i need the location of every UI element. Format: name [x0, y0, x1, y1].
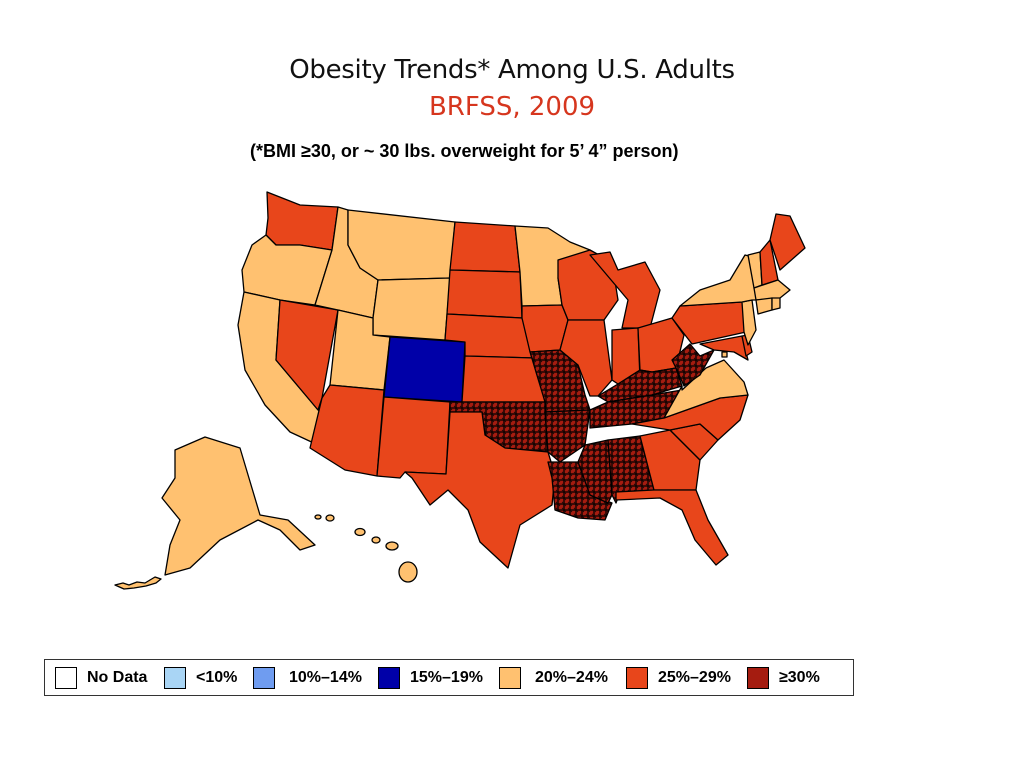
state-SD — [446, 269, 523, 319]
state-NY — [679, 254, 761, 307]
alaska-islands — [114, 576, 162, 590]
state-HI — [398, 561, 418, 583]
map-legend: No Data <10% 10%–14% 15%–19% 20%–24% 25%… — [44, 659, 854, 696]
legend-label: 25%–29% — [658, 669, 731, 686]
state-AR — [544, 409, 591, 463]
legend-item-no-data: No Data — [55, 666, 147, 690]
state-TX — [404, 411, 556, 569]
state-AZ — [309, 384, 385, 477]
legend-item-10-14: 10%–14% — [253, 666, 362, 690]
state-DC — [721, 351, 728, 358]
legend-item-lt10: <10% — [164, 666, 237, 690]
state-RI — [771, 297, 781, 311]
legend-swatch — [55, 667, 77, 689]
state-WV — [671, 343, 715, 387]
legend-item-ge30: ≥30% — [747, 666, 820, 690]
legend-swatch — [499, 667, 521, 689]
legend-label: <10% — [196, 669, 238, 686]
state-CT — [755, 297, 773, 315]
state-IL — [559, 319, 613, 397]
state-MA — [753, 279, 791, 301]
legend-swatch — [164, 667, 186, 689]
state-WY — [372, 277, 451, 341]
legend-swatch — [253, 667, 275, 689]
legend-swatch — [747, 667, 769, 689]
chart-title: Obesity Trends* Among U.S. Adults — [289, 55, 735, 85]
state-CO — [383, 336, 466, 403]
legend-label: 15%–19% — [410, 669, 483, 686]
state-MD — [699, 335, 749, 361]
state-VA — [663, 359, 749, 419]
state-AK — [161, 436, 316, 576]
state-WA — [265, 191, 339, 251]
legend-item-25-29: 25%–29% — [626, 666, 731, 690]
legend-label: No Data — [87, 669, 148, 686]
state-ME — [769, 213, 806, 271]
legend-item-20-24: 20%–24% — [499, 666, 608, 690]
state-KS — [461, 355, 546, 403]
state-HI-group — [314, 514, 418, 583]
legend-label: 20%–24% — [535, 669, 608, 686]
chart-subtitle: BRFSS, 2009 — [428, 92, 596, 122]
bmi-footnote: (*BMI ≥30, or ~ 30 lbs. overweight for 5… — [250, 141, 679, 161]
legend-label: 10%–14% — [289, 669, 362, 686]
state-ND — [449, 221, 521, 273]
state-FL — [615, 489, 729, 566]
state-MI — [589, 251, 661, 329]
legend-item-15-19: 15%–19% — [378, 666, 483, 690]
state-MT — [347, 209, 456, 281]
legend-swatch — [626, 667, 648, 689]
state-NM — [376, 396, 451, 479]
legend-label: ≥30% — [779, 669, 820, 686]
legend-swatch — [378, 667, 400, 689]
